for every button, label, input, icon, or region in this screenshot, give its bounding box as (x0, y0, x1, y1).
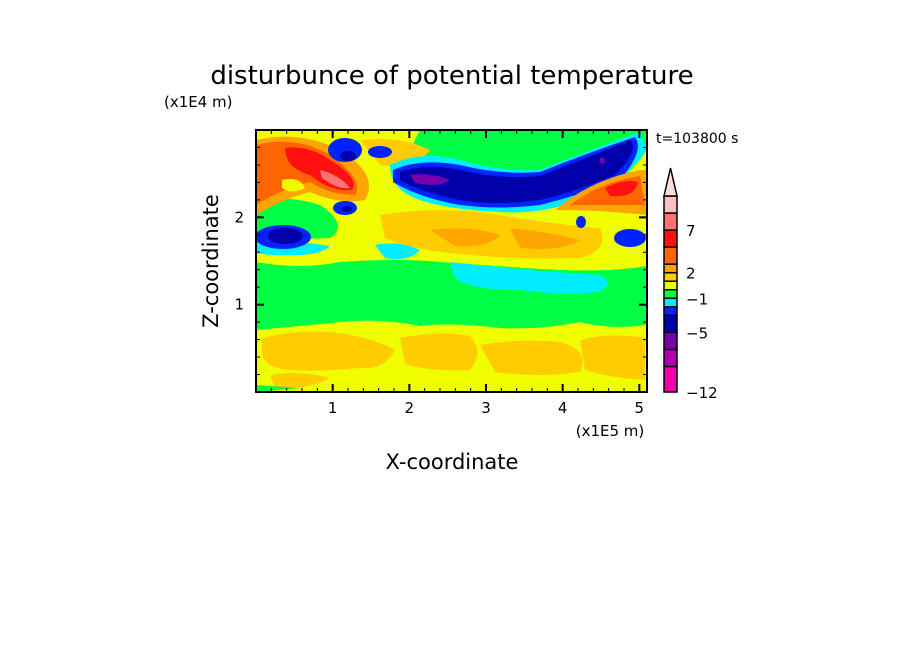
axis-ticks: 1 2 3 4 5 1 2 (234, 130, 647, 417)
plot-frame (255, 129, 648, 393)
colorbar-label: −1 (686, 290, 708, 308)
colorbar-box (663, 246, 678, 265)
y-tick-label: 2 (234, 208, 244, 226)
colorbar-label: 2 (686, 265, 696, 283)
x-tick-label: 3 (481, 399, 491, 417)
y-axis-label: Z-coordinate (199, 194, 223, 328)
colorbar-box (663, 306, 678, 317)
colorbar-box (663, 331, 678, 351)
colorbar-box (663, 297, 678, 308)
colorbar-label: −5 (686, 324, 708, 342)
x-units-label: (x1E5 m) (576, 422, 645, 440)
colorbar-label: −12 (686, 384, 718, 402)
colorbar: −12−5−127 (663, 167, 718, 402)
x-tick-label: 2 (405, 399, 415, 417)
y-units-label: (x1E4 m) (164, 93, 233, 111)
x-tick-label: 1 (328, 399, 338, 417)
x-tick-label: 4 (558, 399, 568, 417)
colorbar-box (663, 288, 678, 300)
colorbar-extend-triangle (663, 167, 678, 197)
colorbar-box (663, 365, 678, 393)
colorbar-box (663, 348, 678, 368)
colorbar-box (663, 271, 678, 282)
colorbar-box (663, 280, 678, 291)
chart-title: disturbunce of potential temperature (210, 61, 693, 91)
x-tick-label: 5 (635, 399, 645, 417)
x-axis-label: X-coordinate (386, 450, 519, 474)
y-tick-label: 1 (234, 296, 244, 314)
colorbar-box (663, 314, 678, 334)
contour-field (256, 130, 647, 392)
colorbar-label: 7 (686, 222, 696, 240)
colorbar-box (663, 195, 678, 214)
colorbar-box (663, 229, 678, 248)
colorbar-box (663, 212, 678, 231)
time-label: t=103800 s (656, 131, 738, 147)
colorbar-box (663, 263, 678, 274)
